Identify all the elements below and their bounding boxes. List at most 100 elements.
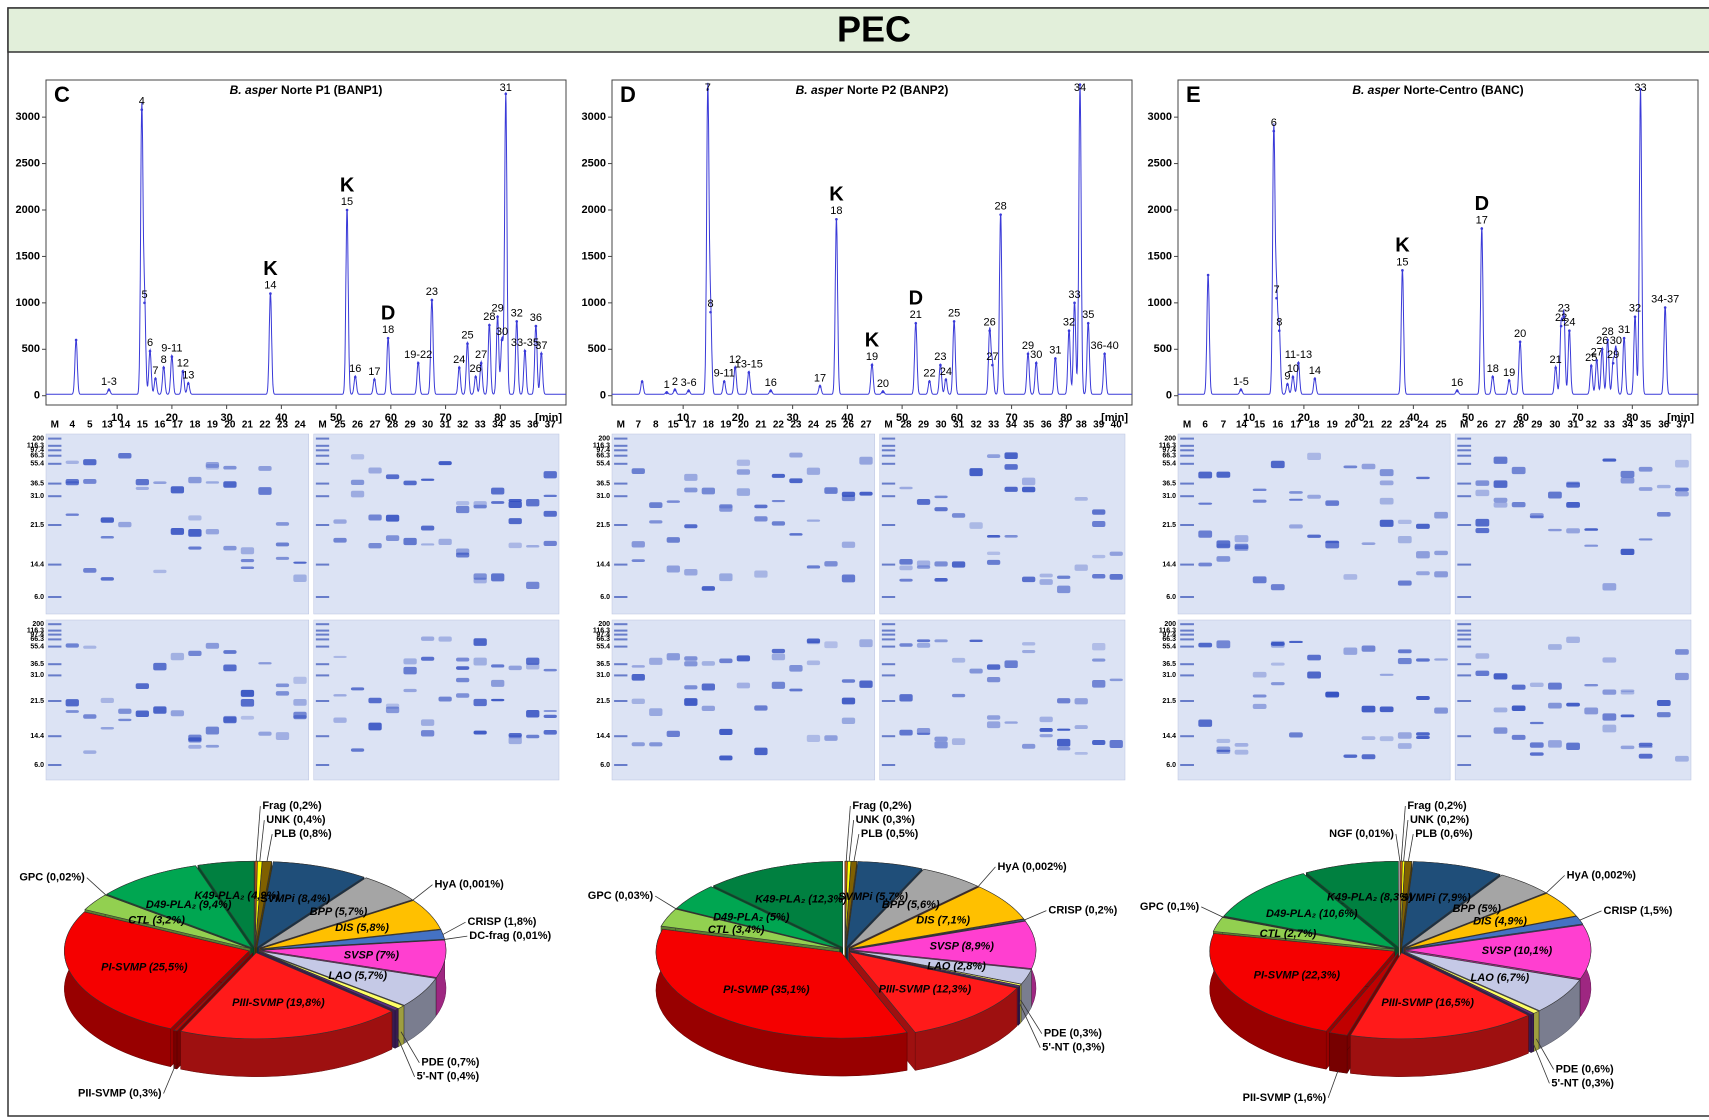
peak-apex: [417, 362, 420, 365]
peak-apex: [143, 302, 146, 305]
gel-band: [316, 524, 329, 526]
gel-band: [1216, 750, 1230, 752]
lane-label: 33: [988, 420, 1000, 431]
gel-band: [1040, 728, 1053, 732]
y-tick-label: 1000: [582, 297, 606, 309]
gel-band: [882, 524, 895, 526]
gel-band: [1110, 574, 1123, 580]
peak-label: 1-3: [101, 376, 117, 388]
lane-label: 34: [1622, 420, 1634, 431]
gel-band: [1621, 746, 1635, 749]
gel-band: [474, 573, 487, 579]
gel-band: [206, 745, 219, 748]
gel-band: [316, 495, 329, 497]
marker-label: 14.4: [596, 733, 610, 740]
gel-band: [241, 716, 254, 720]
gel-band: [632, 742, 645, 746]
gel-band: [1566, 482, 1580, 487]
marker-label: 14.4: [30, 561, 44, 568]
lane-label: 17: [685, 420, 697, 431]
gel-band: [882, 596, 895, 598]
gel-band: [1457, 700, 1471, 702]
peak-apex: [748, 371, 751, 374]
gel-band: [1657, 700, 1671, 706]
slice-label: CTL (2,7%): [1260, 928, 1317, 940]
gel-band: [1657, 712, 1671, 717]
gel-band: [421, 543, 434, 545]
gel-band: [789, 665, 802, 672]
gel-band: [48, 495, 61, 497]
gel-band: [1530, 683, 1544, 687]
peak-apex: [988, 329, 991, 332]
gel-band: [1434, 551, 1448, 555]
peak-apex: [1615, 348, 1618, 351]
gel-band: [1022, 577, 1035, 582]
gel-band: [1380, 736, 1394, 741]
peak-label: 7: [705, 82, 711, 94]
gel-band: [1022, 487, 1035, 493]
gel-band: [1621, 691, 1635, 694]
gel-band: [421, 479, 434, 481]
peak-label: 16: [1451, 377, 1463, 389]
pie-side: [1330, 1033, 1348, 1074]
lane-label: 30: [422, 420, 434, 431]
gel-band: [1457, 463, 1471, 465]
gel-band: [667, 537, 680, 543]
gel-band: [351, 454, 364, 459]
gel-band: [1602, 713, 1616, 720]
gel-band: [1362, 542, 1376, 545]
gel-band: [223, 546, 236, 551]
page: {"header": {"title": "PEC"}, "chart_data…: [0, 0, 1709, 1120]
marker-label: 21.5: [1162, 522, 1176, 529]
peak-apex: [991, 364, 994, 367]
gel-band: [1253, 672, 1267, 678]
slice-label: PI-SVMP (22,3%): [1254, 970, 1341, 982]
lane-label: 21: [242, 420, 254, 431]
slice-label: SVSP (7%): [344, 949, 400, 961]
gel-band: [1057, 739, 1070, 747]
lane-label: 18: [703, 420, 715, 431]
gel-band: [882, 646, 895, 648]
gel-band: [421, 730, 434, 736]
gel-band: [684, 656, 697, 661]
gel-band: [48, 700, 61, 702]
gel-band: [1398, 536, 1412, 543]
gel-band: [544, 511, 557, 517]
gel-band: [1253, 695, 1267, 698]
slice-label: UNK (0,4%): [266, 814, 326, 826]
gel-band: [293, 699, 306, 706]
gel-band: [882, 449, 895, 451]
gel-band: [882, 564, 895, 566]
gel-band: [293, 712, 306, 719]
gel-band: [1494, 707, 1508, 712]
gel-band: [491, 664, 504, 667]
gel-band: [614, 524, 627, 526]
gel-band: [737, 655, 750, 661]
gel-band: [188, 477, 201, 483]
lane-label: 36: [1041, 420, 1053, 431]
gel-band: [1271, 641, 1285, 648]
gel-band: [153, 663, 166, 671]
gel-band: [899, 643, 912, 646]
marker-label: 6.0: [600, 762, 610, 769]
gel-band: [917, 639, 930, 642]
y-tick-label: 2500: [1148, 157, 1172, 169]
gel-band: [754, 570, 767, 577]
gel-band: [316, 735, 329, 737]
lane-label: 36: [527, 420, 539, 431]
gel-band: [882, 455, 895, 457]
peak-apex: [1612, 362, 1615, 365]
lane-label: 8: [653, 420, 659, 431]
peak-label: 18: [382, 324, 394, 336]
marker-label: 200: [598, 435, 610, 442]
lane-label: 32: [971, 420, 983, 431]
slice-label: CRISP (0,2%): [1048, 905, 1117, 917]
gel-band: [1566, 528, 1580, 533]
slice-label: PIII-SVMP (16,5%): [1381, 997, 1474, 1009]
gel-band: [1289, 732, 1303, 737]
gel-band: [403, 658, 416, 664]
y-tick-label: 2000: [582, 204, 606, 216]
gel-band: [772, 682, 785, 689]
gel-band: [1180, 623, 1194, 625]
panel-letter: D: [620, 82, 636, 107]
